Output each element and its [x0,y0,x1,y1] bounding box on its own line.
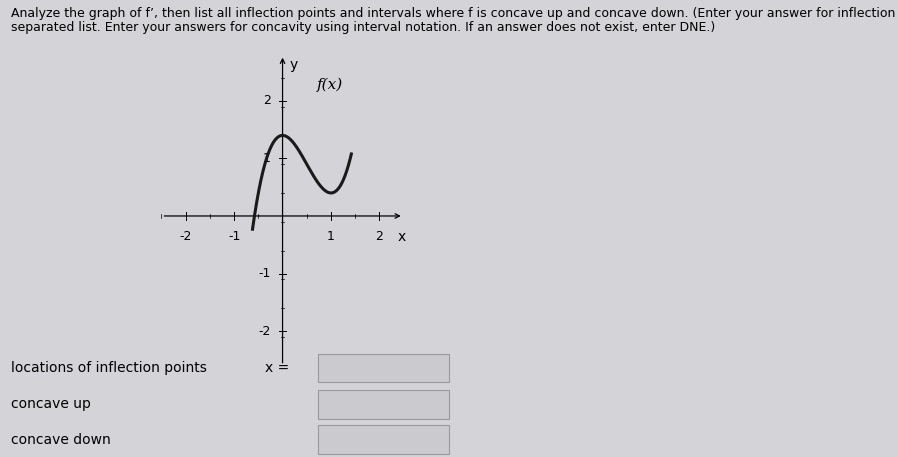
Text: f(x): f(x) [318,78,344,92]
Text: separated list. Enter your answers for concavity using interval notation. If an : separated list. Enter your answers for c… [11,21,715,33]
Text: Analyze the graph of f’, then list all inflection points and intervals where f i: Analyze the graph of f’, then list all i… [11,7,897,20]
Text: 1: 1 [327,230,335,243]
Text: 1: 1 [263,152,271,165]
Text: 2: 2 [376,230,383,243]
Text: concave up: concave up [11,398,91,411]
Text: 2: 2 [263,95,271,107]
Text: x =: x = [265,361,289,375]
Text: -1: -1 [228,230,240,243]
Text: -1: -1 [258,267,271,280]
Text: x: x [397,230,405,244]
Text: concave down: concave down [11,433,110,446]
Text: y: y [290,58,298,72]
Text: -2: -2 [258,324,271,338]
Text: -2: -2 [179,230,192,243]
Text: locations of inflection points: locations of inflection points [11,361,206,375]
